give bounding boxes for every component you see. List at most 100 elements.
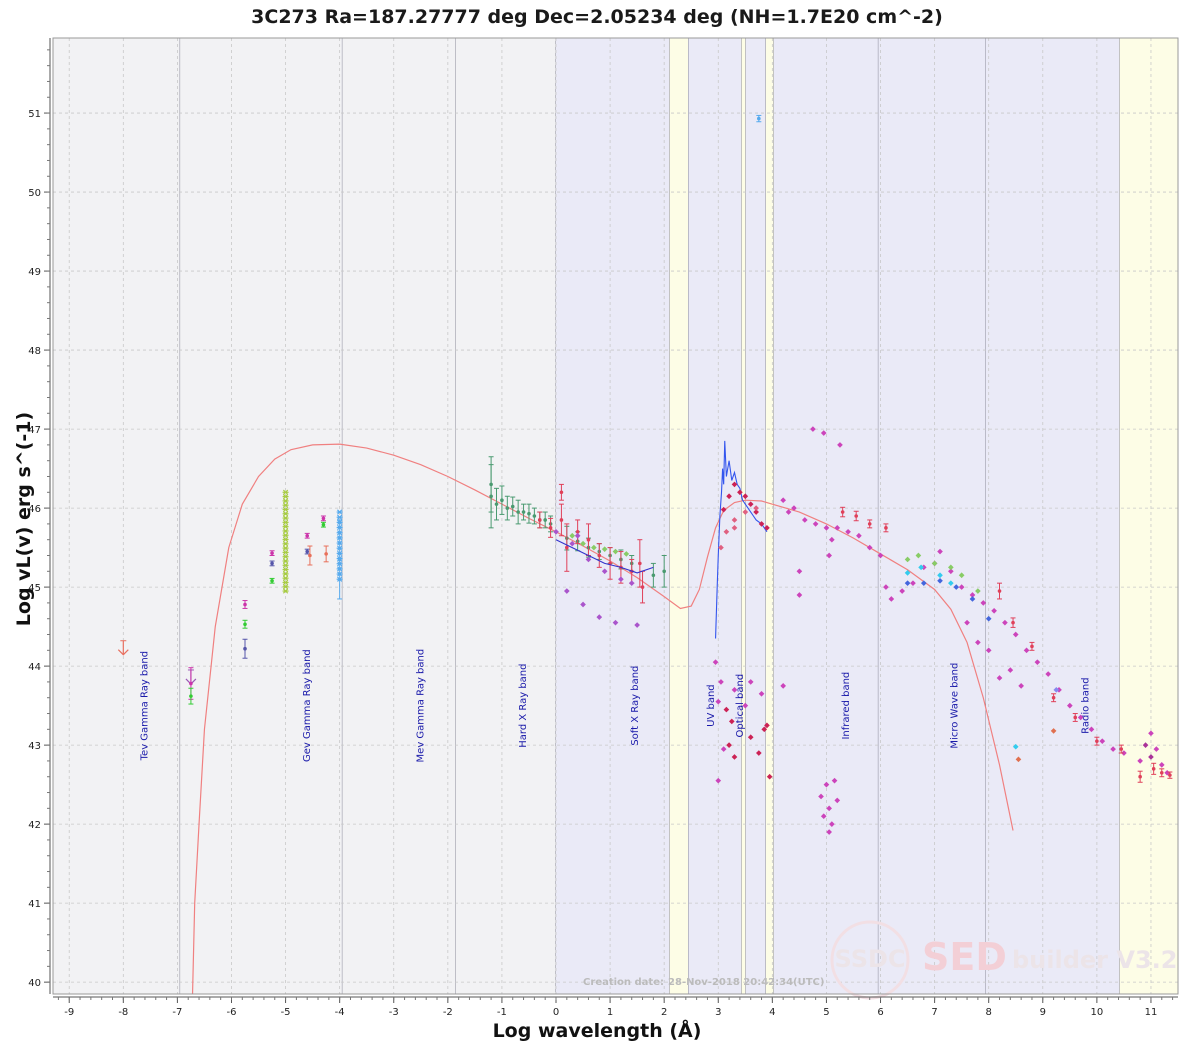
model-curve (191, 443, 1014, 995)
data-point (640, 585, 645, 589)
data-point (189, 694, 193, 698)
data-point (612, 548, 619, 555)
y-tick-label: 44 (28, 662, 41, 673)
data-point (586, 537, 591, 542)
x-tick-label: 5 (823, 1007, 829, 1018)
y-tick-label: 41 (28, 899, 41, 910)
data-points (117, 114, 1173, 835)
data-point (796, 568, 803, 575)
data-series (840, 506, 1173, 783)
watermark-brand-suffix: builder V3.2 (1012, 946, 1177, 974)
data-point (829, 821, 835, 827)
star-point (282, 579, 289, 586)
data-point (758, 690, 765, 697)
data-point (780, 497, 786, 504)
data-point (980, 600, 987, 606)
data-point (969, 596, 976, 602)
data-point (1034, 659, 1041, 665)
data-point (308, 553, 312, 558)
star-point (282, 528, 289, 534)
data-point (785, 509, 792, 515)
data-point (337, 557, 342, 562)
x-tick-label: 4 (769, 1007, 775, 1018)
data-point (918, 564, 924, 571)
data-point (985, 615, 992, 622)
upper-limit-arrow (117, 649, 129, 656)
spectrum-line (715, 440, 768, 639)
data-point (651, 573, 656, 578)
data-point (829, 536, 835, 543)
data-point (243, 622, 247, 627)
data-series (1142, 742, 1154, 760)
data-point (715, 698, 722, 705)
data-point (1121, 750, 1127, 756)
data-point (801, 517, 808, 523)
chart-title: 3C273 Ra=187.27777 deg Dec=2.05234 deg (… (251, 6, 943, 28)
data-point (780, 683, 786, 689)
data-point (601, 568, 608, 575)
data-point (866, 544, 873, 551)
band-region (745, 38, 766, 994)
data-point (953, 584, 960, 590)
data-point (305, 533, 310, 538)
star-point (282, 515, 289, 521)
data-point (1095, 739, 1099, 743)
data-point (718, 679, 724, 685)
band-label: Mev Gamma Ray band (415, 649, 426, 763)
data-point (1088, 726, 1095, 733)
data-point (516, 510, 520, 514)
data-point (1148, 730, 1154, 737)
x-tick-label: -2 (443, 1007, 453, 1018)
data-point (937, 577, 943, 584)
data-point (563, 588, 570, 594)
data-point (845, 528, 851, 535)
data-point (569, 532, 576, 539)
data-point (834, 797, 841, 804)
data-point (712, 659, 719, 665)
x-tick-label: 11 (1145, 1007, 1158, 1018)
star-point (282, 541, 289, 547)
star-point (282, 584, 289, 590)
band-label: Hard X Ray band (518, 663, 529, 747)
y-tick-label: 51 (28, 109, 41, 120)
data-point (543, 518, 547, 522)
data-point (764, 722, 770, 729)
data-point (756, 750, 762, 756)
data-point (1168, 773, 1172, 777)
y-tick-label: 42 (28, 820, 41, 831)
data-series (715, 440, 768, 639)
data-point (494, 502, 499, 506)
data-point (915, 552, 922, 559)
y-tick-label: 43 (28, 741, 41, 752)
data-point (758, 521, 765, 527)
data-point (826, 552, 832, 559)
y-tick-label: 40 (28, 978, 41, 989)
data-point (1159, 770, 1164, 775)
star-point (282, 571, 289, 577)
data-point (321, 516, 326, 521)
data-point (628, 580, 635, 586)
data-point (997, 589, 1002, 593)
y-axis-label: Log vL(v) erg s^(-1) (13, 411, 35, 627)
star-point (282, 549, 289, 556)
data-point (1045, 671, 1052, 677)
star-point (282, 566, 289, 573)
x-axis-label: Log wavelength (Å) (492, 1020, 702, 1042)
data-point (720, 506, 727, 513)
data-point (559, 518, 564, 522)
x-tick-label: -8 (118, 1007, 128, 1018)
data-point (820, 813, 827, 820)
data-point (489, 494, 493, 499)
star-point (282, 562, 289, 568)
data-point (737, 489, 743, 496)
data-point (715, 777, 722, 784)
data-point (270, 561, 274, 566)
band-label: Micro Wave band (949, 663, 960, 749)
star-point (282, 545, 289, 551)
data-point (723, 528, 730, 535)
spectrum-line (555, 539, 654, 574)
band-region (773, 38, 879, 994)
data-point (634, 622, 640, 628)
band-region (985, 38, 1120, 994)
